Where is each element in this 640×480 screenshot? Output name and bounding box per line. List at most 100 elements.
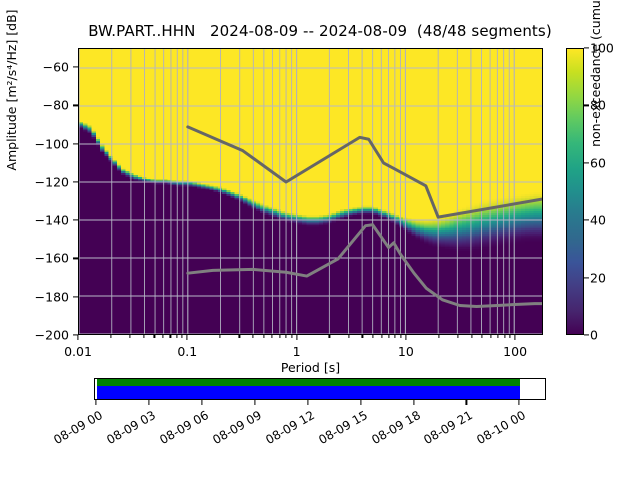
y-tick-mark xyxy=(73,257,78,260)
x-tick-mark xyxy=(279,335,281,338)
x-tick-mark xyxy=(405,335,407,340)
x-tick-mark xyxy=(219,335,221,338)
x-tick-mark xyxy=(514,335,516,340)
x-tick-mark xyxy=(186,335,188,340)
y-tick-label: −200 xyxy=(34,327,69,343)
timeline-tick-mark xyxy=(307,400,309,405)
timeline-tick-mark xyxy=(148,400,150,405)
y-tick-label: −140 xyxy=(34,212,69,228)
ppsd-plot-area[interactable] xyxy=(78,48,543,335)
x-tick-mark xyxy=(372,335,374,338)
y-tick-mark xyxy=(73,66,78,68)
x-tick-mark xyxy=(290,335,293,338)
x-tick-mark xyxy=(471,335,473,338)
y-tick-label: −120 xyxy=(34,174,69,190)
y-tick-label: −160 xyxy=(34,250,69,266)
timeline-tick-mark xyxy=(360,400,362,405)
x-tick-mark xyxy=(153,335,155,338)
colorbar-label: non-exceedance (cumulative) [%] xyxy=(588,0,603,147)
x-tick-mark xyxy=(388,335,390,338)
timeline-tick-mark xyxy=(201,400,203,405)
y-tick-label: −60 xyxy=(42,59,69,75)
y-tick-mark xyxy=(73,143,78,145)
timeline-tick-label: 08-09 15 xyxy=(315,408,370,448)
x-tick-mark xyxy=(394,335,396,338)
x-tick-label: 100 xyxy=(503,344,528,359)
x-tick-mark xyxy=(497,335,499,338)
x-tick-mark xyxy=(328,335,331,338)
x-tick-mark xyxy=(438,335,440,338)
colorbar-ticks: 0 20 40 60 80 100 xyxy=(566,41,640,343)
x-tick-mark xyxy=(295,335,298,340)
x-tick-mark xyxy=(509,335,511,338)
x-tick-mark xyxy=(263,335,265,338)
y-tick-mark xyxy=(73,219,78,221)
x-tick-mark xyxy=(271,335,273,338)
timeline-psd-bar xyxy=(97,386,521,399)
colorbar-tick-label: 60 xyxy=(590,155,606,171)
colorbar-tick-mark xyxy=(584,104,589,106)
grid-layer xyxy=(79,49,542,334)
timeline-tick-mark xyxy=(412,400,415,405)
timeline-tick-label: 08-09 03 xyxy=(104,408,159,448)
y-tick-mark xyxy=(73,181,78,183)
timeline-tick-label: 08-09 18 xyxy=(368,408,423,448)
x-tick-mark xyxy=(169,335,171,338)
y-tick-mark xyxy=(73,334,78,336)
noise-model-layer xyxy=(79,49,542,334)
x-tick-mark xyxy=(110,335,112,338)
y-tick-mark xyxy=(73,104,78,106)
x-tick-mark xyxy=(252,335,254,338)
colorbar-tick-mark xyxy=(584,334,589,336)
x-axis-label: Period [s] xyxy=(280,360,341,375)
timeline-coverage-widget[interactable] xyxy=(94,378,546,400)
x-tick-mark xyxy=(490,335,492,338)
x-tick-mark xyxy=(238,335,240,338)
colorbar-tick-label: 100 xyxy=(590,40,614,56)
colorbar-tick-mark xyxy=(584,219,589,221)
y-tick-mark xyxy=(73,296,78,298)
x-tick-mark xyxy=(143,335,145,338)
colorbar xyxy=(566,48,584,335)
timeline-tick-label: 08-09 12 xyxy=(263,408,317,448)
timeline-tick-label: 08-09 00 xyxy=(51,408,106,448)
colorbar-tick-label: 80 xyxy=(590,97,606,113)
x-tick-mark xyxy=(503,335,506,338)
x-tick-label: 10 xyxy=(397,344,414,359)
x-tick-mark xyxy=(380,335,383,338)
x-tick-label: 1 xyxy=(292,344,301,359)
x-tick-mark xyxy=(481,335,483,338)
colorbar-tick-label: 0 xyxy=(590,327,598,343)
x-tick-mark xyxy=(176,335,178,338)
x-tick-mark xyxy=(129,335,131,338)
y-axis-ticks: −200 −180 −160 −140 −120 −100 −80 −60 xyxy=(0,48,78,343)
timeline-tick-label: 08-09 06 xyxy=(157,408,211,448)
y-tick-label: −180 xyxy=(34,289,69,305)
x-tick-label: 0.01 xyxy=(64,344,92,359)
colorbar-tick-mark xyxy=(584,47,589,49)
timeline-tick-label: 08-09 21 xyxy=(421,408,476,448)
x-axis-ticks: 0.01 0.1 1 10 100 xyxy=(64,335,543,375)
timeline-tickmarks xyxy=(94,400,546,410)
x-tick-mark xyxy=(181,335,183,338)
x-tick-mark xyxy=(285,335,287,338)
y-tick-label: −80 xyxy=(42,97,69,113)
colorbar-tick-mark xyxy=(584,277,589,279)
timeline-tick-mark xyxy=(465,400,467,405)
colorbar-tick-mark xyxy=(584,162,589,164)
y-tick-label: −100 xyxy=(34,136,69,152)
x-tick-mark xyxy=(400,335,402,338)
x-tick-mark xyxy=(162,335,164,338)
colorbar-tick-label: 20 xyxy=(590,270,606,286)
timeline-tick-label: 08-10 00 xyxy=(474,408,529,448)
timeline-tick-label: 08-09 09 xyxy=(210,408,264,448)
timeline-data-bar xyxy=(97,379,521,387)
x-tick-mark xyxy=(361,335,363,338)
x-tick-mark xyxy=(77,335,79,340)
colorbar-tick-label: 40 xyxy=(590,212,606,228)
timeline-tick-mark xyxy=(518,400,520,405)
x-tick-mark xyxy=(457,335,459,338)
x-tick-label: 0.1 xyxy=(177,344,198,359)
timeline-tick-labels: 08-09 00 08-09 03 08-09 06 08-09 09 08-09 12… xyxy=(0,400,640,480)
